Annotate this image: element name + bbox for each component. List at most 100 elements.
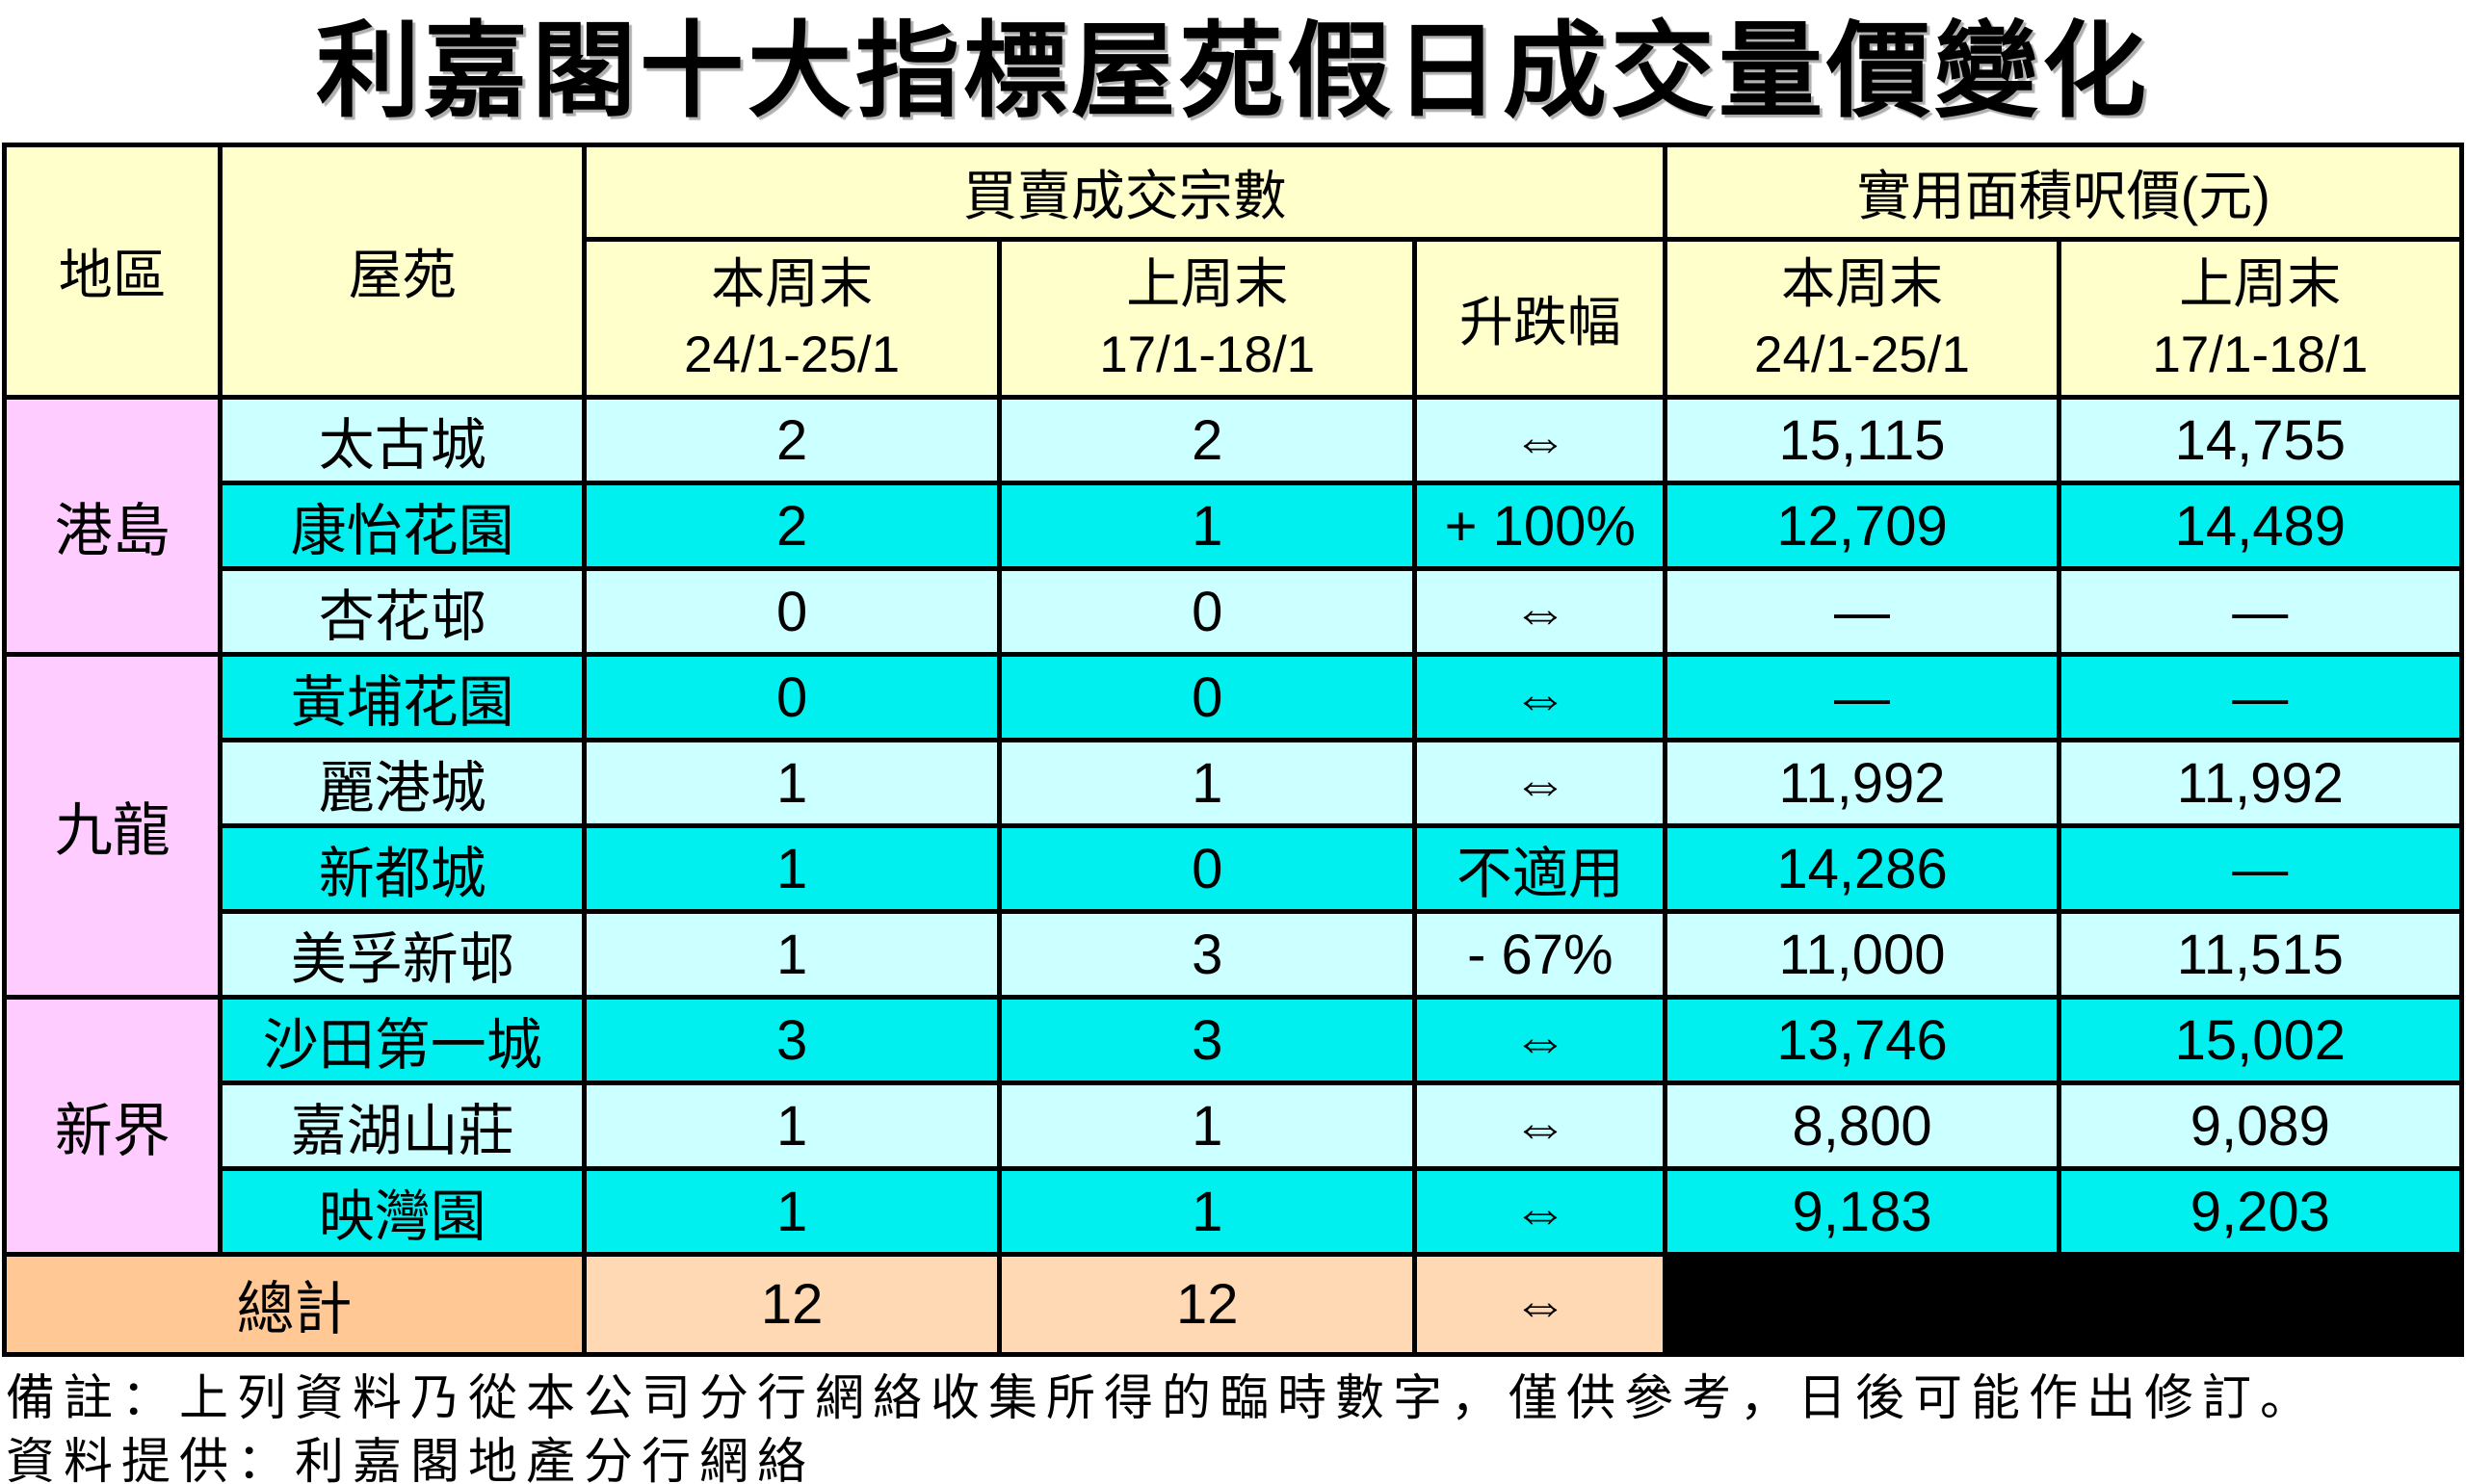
price-this-cell: 11,000 bbox=[1663, 909, 2061, 1000]
estates-table: 地區 屋苑 買賣成交宗數 實用面積呎價(元) 本周末 24/1-25/1 上周末… bbox=[1, 143, 2465, 1357]
header-last-weekend-dates: 17/1-18/1 bbox=[2152, 325, 2369, 383]
header-txn-this-weekend: 本周末 24/1-25/1 bbox=[582, 237, 1003, 400]
total-count-last-cell: 12 bbox=[997, 1252, 1418, 1357]
estate-cell: 新都城 bbox=[218, 823, 588, 914]
price-this-cell: 14,286 bbox=[1663, 823, 2061, 914]
footer-notes: 備註：上列資料乃從本公司分行網絡收集所得的臨時數字，僅供參考，日後可能作出修訂。… bbox=[6, 1367, 2466, 1484]
header-this-weekend-dates: 24/1-25/1 bbox=[1754, 325, 1970, 383]
header-price-last-weekend: 上周末 17/1-18/1 bbox=[2056, 237, 2465, 400]
change-cell: ⇔ bbox=[1412, 395, 1668, 485]
table-row: 港島 太古城 2 2 ⇔ 15,115 14,755 bbox=[1, 395, 2465, 657]
count-this-cell: 1 bbox=[582, 823, 1003, 914]
count-last-cell: 0 bbox=[997, 652, 1418, 742]
header-region: 地區 bbox=[1, 143, 223, 400]
header-change: 升跌幅 bbox=[1412, 237, 1668, 400]
estate-cell: 麗港城 bbox=[218, 738, 588, 828]
count-this-cell: 3 bbox=[582, 995, 1003, 1085]
change-cell: ⇔ bbox=[1412, 652, 1668, 742]
price-last-cell: 11,992 bbox=[2056, 738, 2465, 828]
table-row: 新都城 1 0 不適用 14,286 — bbox=[5, 823, 2465, 914]
price-last-cell: 9,203 bbox=[2056, 1166, 2465, 1257]
price-last-cell: — bbox=[2056, 652, 2465, 742]
price-last-cell: 15,002 bbox=[2056, 995, 2465, 1085]
count-this-cell: 0 bbox=[582, 566, 1003, 657]
count-this-cell: 1 bbox=[582, 909, 1003, 1000]
estate-cell: 黃埔花園 bbox=[218, 652, 588, 742]
count-last-cell: 1 bbox=[997, 1080, 1418, 1171]
count-last-cell: 0 bbox=[997, 823, 1418, 914]
change-cell: 不適用 bbox=[1412, 823, 1668, 914]
table-row: 杏花邨 0 0 ⇔ — — bbox=[5, 566, 2465, 657]
price-last-cell: 9,089 bbox=[2056, 1080, 2465, 1171]
price-this-cell: 11,992 bbox=[1663, 738, 2061, 828]
count-last-cell: 0 bbox=[997, 566, 1418, 657]
count-this-cell: 2 bbox=[582, 481, 1003, 571]
total-row: 總計 12 12 ⇔ bbox=[1, 1252, 2464, 1357]
estate-cell: 沙田第一城 bbox=[218, 995, 588, 1085]
price-last-cell: 14,489 bbox=[2056, 481, 2465, 571]
count-this-cell: 2 bbox=[582, 395, 1003, 485]
table-row: 九龍 黃埔花園 0 0 ⇔ — — bbox=[1, 652, 2465, 1000]
price-this-cell: 13,746 bbox=[1663, 995, 2061, 1085]
count-this-cell: 1 bbox=[582, 1166, 1003, 1257]
change-cell: ⇔ bbox=[1412, 566, 1668, 657]
count-last-cell: 3 bbox=[997, 909, 1418, 1000]
count-last-cell: 2 bbox=[997, 395, 1418, 485]
change-cell: + 100% bbox=[1412, 481, 1668, 571]
region-cell: 港島 bbox=[1, 395, 223, 657]
table-row: 映灣園 1 1 ⇔ 9,183 9,203 bbox=[5, 1166, 2465, 1257]
price-this-cell: — bbox=[1663, 652, 2061, 742]
count-last-cell: 1 bbox=[997, 738, 1418, 828]
header-price-group: 實用面積呎價(元) bbox=[1663, 143, 2464, 242]
header-last-weekend-dates: 17/1-18/1 bbox=[1099, 325, 1316, 383]
table-row: 嘉湖山莊 1 1 ⇔ 8,800 9,089 bbox=[5, 1080, 2465, 1171]
change-cell: ⇔ bbox=[1412, 995, 1668, 1085]
estate-cell: 康怡花園 bbox=[218, 481, 588, 571]
table-row: 新界 沙田第一城 3 3 ⇔ 13,746 15,002 bbox=[1, 995, 2465, 1257]
price-last-cell: 14,755 bbox=[2056, 395, 2465, 485]
header-this-weekend-dates: 24/1-25/1 bbox=[684, 325, 901, 383]
total-change-cell: ⇔ bbox=[1412, 1252, 1668, 1357]
table-row: 麗港城 1 1 ⇔ 11,992 11,992 bbox=[5, 738, 2465, 828]
header-txn-last-weekend: 上周末 17/1-18/1 bbox=[997, 237, 1418, 400]
header-this-weekend-label: 本周末 bbox=[711, 252, 874, 314]
estate-cell: 太古城 bbox=[218, 395, 588, 485]
count-this-cell: 0 bbox=[582, 652, 1003, 742]
price-this-cell: 9,183 bbox=[1663, 1166, 2061, 1257]
count-this-cell: 1 bbox=[582, 738, 1003, 828]
estate-cell: 杏花邨 bbox=[218, 566, 588, 657]
header-this-weekend-label: 本周末 bbox=[1781, 252, 1944, 314]
count-last-cell: 1 bbox=[997, 1166, 1418, 1257]
price-last-cell: 11,515 bbox=[2056, 909, 2465, 1000]
header-last-weekend-label: 上周末 bbox=[1126, 252, 1289, 314]
total-blank-cell bbox=[1663, 1252, 2464, 1357]
price-this-cell: 12,709 bbox=[1663, 481, 2061, 571]
footer-source-line: 資料提供：利嘉閣地產分行網絡 bbox=[6, 1434, 816, 1484]
price-last-cell: — bbox=[2056, 566, 2465, 657]
price-last-cell: — bbox=[2056, 823, 2465, 914]
change-cell: ⇔ bbox=[1412, 738, 1668, 828]
footer-note-line: 備註：上列資料乃從本公司分行網絡收集所得的臨時數字，僅供參考，日後可能作出修訂。 bbox=[6, 1370, 2319, 1425]
estate-cell: 映灣園 bbox=[218, 1166, 588, 1257]
header-last-weekend-label: 上周末 bbox=[2179, 252, 2342, 314]
change-cell: - 67% bbox=[1412, 909, 1668, 1000]
total-label: 總計 bbox=[1, 1252, 588, 1357]
table-row: 康怡花園 2 1 + 100% 12,709 14,489 bbox=[5, 481, 2465, 571]
price-this-cell: 8,800 bbox=[1663, 1080, 2061, 1171]
header-transactions-group: 買賣成交宗數 bbox=[582, 143, 1668, 242]
price-this-cell: 15,115 bbox=[1663, 395, 2061, 485]
table-row: 美孚新邨 1 3 - 67% 11,000 11,515 bbox=[5, 909, 2465, 1000]
total-count-this-cell: 12 bbox=[582, 1252, 1003, 1357]
count-last-cell: 1 bbox=[997, 481, 1418, 571]
price-this-cell: — bbox=[1663, 566, 2061, 657]
change-cell: ⇔ bbox=[1412, 1080, 1668, 1171]
region-cell: 九龍 bbox=[1, 652, 223, 1000]
estate-cell: 嘉湖山莊 bbox=[218, 1080, 588, 1171]
header-price-this-weekend: 本周末 24/1-25/1 bbox=[1663, 237, 2061, 400]
change-cell: ⇔ bbox=[1412, 1166, 1668, 1257]
estate-cell: 美孚新邨 bbox=[218, 909, 588, 1000]
count-this-cell: 1 bbox=[582, 1080, 1003, 1171]
header-estate: 屋苑 bbox=[218, 143, 588, 400]
page-title: 利嘉閣十大指標屋苑假日成交量價變化 bbox=[315, 13, 2150, 129]
